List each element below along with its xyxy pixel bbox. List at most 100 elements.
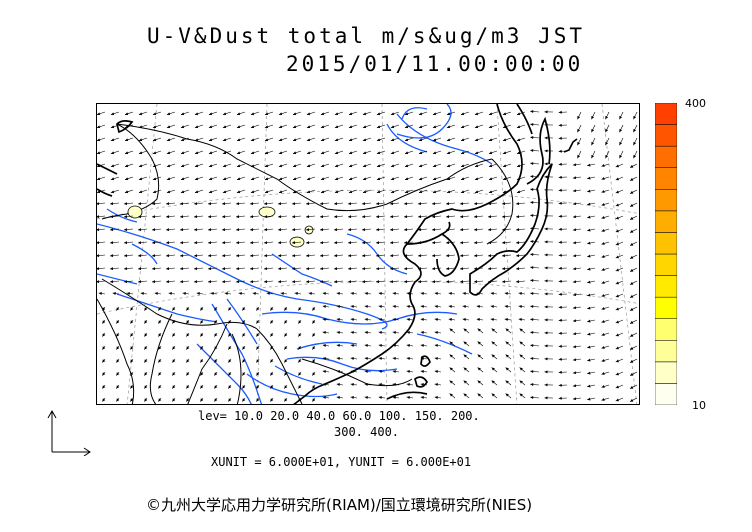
wind-arrow-head [362, 164, 367, 168]
color-scale-bar [655, 103, 677, 405]
wind-arrow-head [110, 280, 114, 284]
wind-arrow-head [491, 380, 495, 384]
wind-arrow-head [270, 307, 274, 311]
wind-arrow-head [544, 331, 548, 335]
wind-arrow-head [194, 151, 199, 155]
wind-arrow-head [629, 242, 634, 246]
wind-arrow-head [488, 202, 492, 206]
wind-arrow-head [432, 267, 436, 271]
wind-arrow-head [530, 174, 534, 178]
wind-arrow-head [102, 307, 106, 311]
wind-arrow-head [180, 164, 185, 168]
wind-arrow-head [292, 151, 297, 155]
wind-arrow-head [97, 267, 100, 271]
wind-arrow-head [418, 190, 423, 194]
wind-arrow-head [516, 267, 520, 271]
wind-arrow-head [615, 242, 620, 246]
wind-arrow-head [186, 320, 190, 324]
wind-arrow-head [516, 125, 521, 129]
wind-arrow-head [615, 372, 620, 376]
wind-arrow-head [256, 398, 260, 402]
wind-arrow-head [278, 267, 282, 271]
wind-arrow-head [334, 202, 338, 206]
color-scale-step [655, 318, 677, 341]
wind-arrow-head [200, 346, 204, 350]
wind-arrow-head [348, 215, 352, 219]
wind-arrow-head [418, 241, 422, 245]
wind-arrow-head [502, 215, 506, 219]
wind-arrow-head [476, 318, 480, 322]
wind-arrow-head [236, 202, 240, 206]
wind-arrow-head [629, 229, 634, 233]
wind-arrow-head [306, 202, 310, 206]
wind-arrow-head [250, 202, 254, 206]
wind-arrow-head [322, 383, 326, 387]
wind-arrow-head [601, 164, 605, 167]
wind-arrow-head [306, 254, 310, 258]
wind-arrow-head [488, 151, 493, 155]
wind-arrow-head [214, 320, 218, 324]
wind-arrow-head [292, 267, 296, 271]
wind-arrow-head [242, 398, 246, 402]
wind-arrow-head [236, 215, 240, 219]
wind-arrow-head [572, 202, 577, 206]
wind-arrow-head [404, 125, 409, 129]
wind-arrow-head [264, 190, 269, 194]
wind-arrow-head [488, 228, 492, 232]
wind-arrow-head [406, 370, 410, 374]
wind-arrow-head [264, 151, 269, 155]
wind-arrow-head [633, 141, 637, 146]
wind-arrow-head [378, 357, 382, 361]
wind-arrow-head [629, 372, 634, 376]
wind-arrow-head [392, 331, 396, 335]
wind-arrow-head [476, 305, 480, 309]
wind-arrow-head [434, 396, 438, 400]
wind-arrow-head [629, 359, 634, 363]
wind-arrow-head [97, 177, 101, 181]
wind-arrow-head [242, 385, 246, 389]
wind-arrow-head [180, 228, 184, 232]
wind-arrow-head [404, 228, 408, 232]
wind-arrow-head [392, 383, 396, 387]
wind-arrow-head [572, 397, 577, 401]
wind-arrow-head [214, 307, 218, 311]
wind-arrow-head [186, 307, 190, 311]
wind-arrow-head [292, 138, 297, 142]
wind-arrow-head [404, 254, 408, 258]
wind-arrow-head [222, 177, 227, 181]
wind-arrow-head [102, 398, 106, 402]
wind-arrow-head [530, 304, 534, 308]
wind-arrow-head [306, 177, 311, 181]
border-line [187, 323, 228, 404]
wind-arrow-head [474, 202, 478, 206]
wind-arrow-head [474, 164, 479, 168]
wind-arrow-head [172, 333, 176, 337]
grid-line [97, 189, 639, 220]
grid-line [256, 104, 268, 404]
wind-arrow-head [619, 128, 623, 133]
wind-arrow-head [308, 292, 312, 296]
wind-arrow-head [208, 138, 213, 142]
wind-arrow-head [116, 359, 120, 363]
wind-arrow-head [390, 138, 395, 142]
wind-arrow-head [334, 112, 339, 116]
wind-arrow-head [378, 383, 382, 387]
wind-arrow-head [208, 254, 212, 258]
wind-arrow-head [362, 125, 367, 129]
wind-arrow-head [362, 215, 366, 219]
wind-arrow-head [572, 215, 577, 219]
wind-arrow-head [116, 346, 120, 350]
wind-arrow-head [432, 280, 436, 284]
wind-arrow-head [208, 202, 212, 206]
wind-arrow-head [348, 138, 353, 142]
wind-arrow-head [306, 151, 311, 155]
wind-arrow-head [110, 164, 115, 168]
wind-arrow-head [320, 254, 324, 258]
color-scale-step [655, 232, 677, 255]
wind-arrow-head [320, 164, 325, 168]
wind-arrow-head [334, 151, 339, 155]
wind-arrow-head [558, 357, 562, 361]
wind-arrow-head [558, 266, 562, 270]
wind-arrow-head [292, 202, 296, 206]
wind-arrow-head [390, 177, 395, 181]
